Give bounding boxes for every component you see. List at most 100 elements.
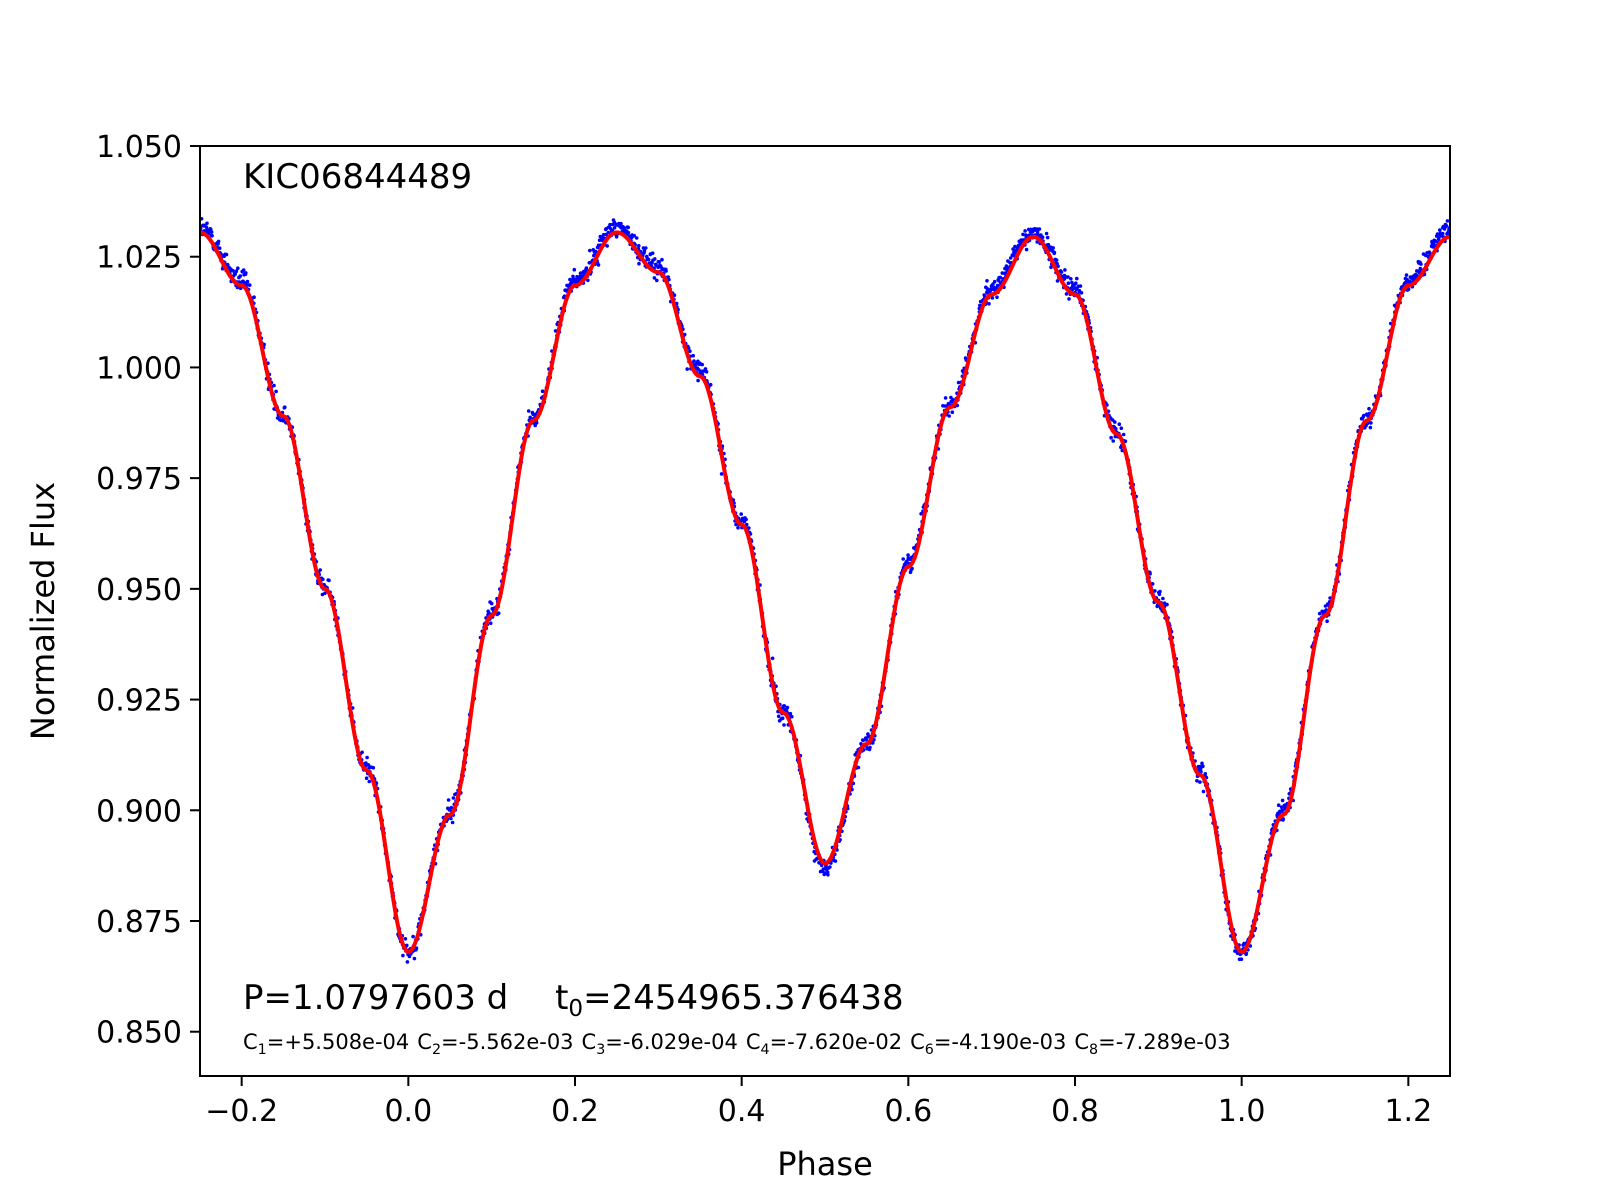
data-point (488, 621, 493, 625)
data-point (1199, 769, 1203, 774)
data-point (540, 389, 545, 394)
data-point (856, 765, 861, 770)
y-tick-label: 0.925 (96, 684, 182, 719)
data-point (327, 578, 331, 583)
data-point (1079, 291, 1084, 295)
data-point (637, 244, 641, 248)
data-point (739, 512, 743, 516)
data-point (901, 557, 905, 561)
data-point (650, 251, 655, 255)
data-point (1051, 246, 1055, 250)
data-point (323, 591, 327, 595)
data-point (1063, 268, 1067, 272)
data-point (601, 232, 606, 237)
data-point (1066, 281, 1071, 286)
data-point (697, 368, 701, 372)
data-point (782, 704, 787, 708)
y-axis: 0.850 0.875 0.900 0.925 0.950 0.975 1.000 1.025… (96, 130, 200, 1051)
data-point (634, 236, 639, 240)
data-point (405, 943, 409, 948)
data-point (1158, 589, 1162, 594)
data-point (1195, 779, 1199, 783)
period-text: P=1.0797603 d (243, 978, 508, 1018)
data-point (1276, 803, 1281, 807)
y-tick-label: 0.850 (96, 1016, 182, 1051)
data-point (1013, 244, 1017, 249)
t0-value: =2454965.376438 (583, 978, 904, 1018)
x-tick-label: 0.6 (884, 1094, 932, 1129)
data-point (919, 512, 923, 516)
data-point (950, 410, 955, 415)
data-point (1153, 589, 1157, 593)
data-point (605, 244, 609, 248)
data-point (209, 230, 214, 234)
t0-symbol: t (555, 978, 568, 1018)
data-point (367, 779, 372, 784)
data-point (401, 953, 405, 958)
data-point (1435, 232, 1440, 236)
data-point (1078, 284, 1083, 288)
data-point (1075, 276, 1079, 281)
data-point (947, 414, 951, 418)
y-tick-label: 0.900 (96, 794, 182, 829)
coefficients-annotation: C1=+5.508e-04 C2=-5.562e-03 C3=-6.029e-04 C… (243, 1030, 1231, 1058)
data-point (1109, 435, 1113, 440)
data-point (1062, 277, 1067, 281)
coef-symbol: C (1074, 1030, 1089, 1054)
data-point (652, 276, 657, 280)
data-point (826, 873, 830, 877)
t0-subscript: 0 (568, 996, 583, 1022)
data-point (283, 405, 287, 410)
data-point (653, 257, 657, 261)
x-tick-label: 0.4 (718, 1094, 766, 1129)
data-point (272, 383, 276, 388)
data-point (496, 611, 501, 615)
data-point (657, 260, 661, 264)
data-point (364, 761, 368, 765)
data-point (1406, 287, 1411, 292)
data-point (943, 396, 948, 400)
data-point (1044, 231, 1049, 236)
data-point (234, 269, 239, 274)
data-point (780, 716, 785, 720)
data-point (1011, 247, 1015, 251)
data-point (1052, 250, 1057, 255)
data-point (1445, 219, 1450, 223)
data-point (1438, 228, 1442, 232)
data-point (1317, 611, 1322, 616)
data-point (612, 226, 617, 230)
data-point (632, 233, 637, 238)
data-point (1280, 808, 1284, 813)
data-point (217, 246, 222, 250)
data-point (1200, 761, 1204, 766)
data-point (366, 763, 371, 767)
data-point (1433, 239, 1438, 243)
data-point (992, 279, 997, 284)
data-point (905, 559, 909, 563)
plot-frame (199, 145, 1451, 1077)
data-point (985, 287, 990, 291)
data-point (449, 805, 454, 810)
data-point (995, 283, 1000, 288)
data-point (451, 796, 456, 800)
data-point (225, 262, 230, 267)
coef-value: =-6.029e-04 (605, 1030, 738, 1054)
data-point (990, 296, 995, 300)
data-point (734, 522, 738, 527)
data-point (210, 234, 214, 238)
data-point (245, 279, 250, 284)
data-point (906, 553, 910, 557)
data-point (646, 257, 651, 262)
data-point (596, 263, 601, 267)
data-point (708, 382, 713, 387)
data-point (1281, 817, 1285, 821)
data-point (956, 380, 961, 385)
data-point (216, 239, 221, 244)
data-point (1369, 421, 1373, 425)
data-point (871, 741, 875, 745)
coef-subscript: 1 (258, 1042, 267, 1058)
data-point (446, 798, 451, 802)
data-point (1201, 789, 1206, 794)
data-point (1054, 258, 1059, 262)
